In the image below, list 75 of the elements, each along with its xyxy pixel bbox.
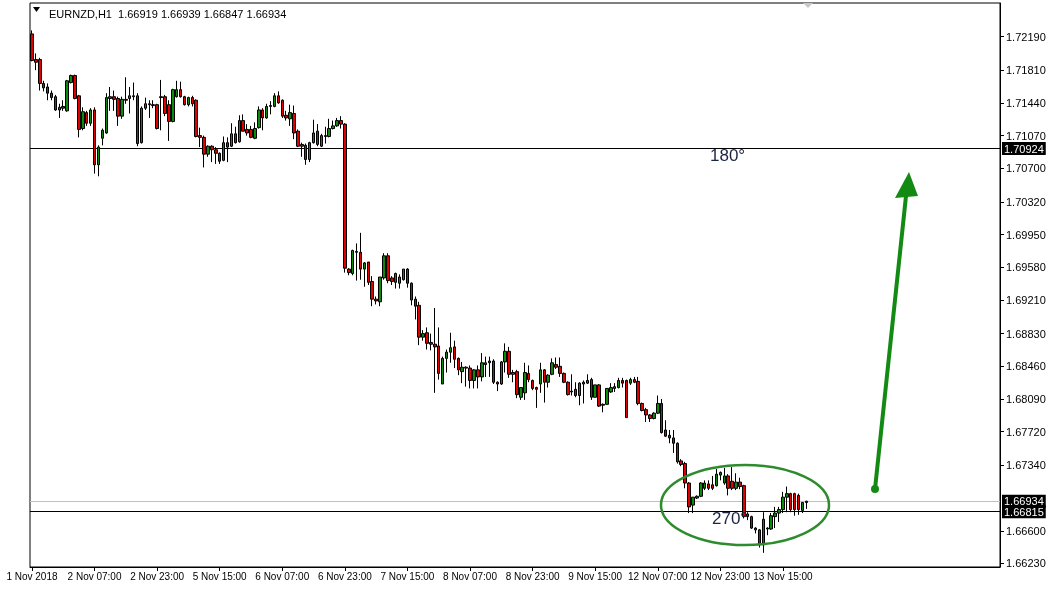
candlestick xyxy=(699,481,703,498)
x-tick-label: 8 Nov 23:00 xyxy=(505,570,560,582)
candlestick xyxy=(468,364,472,389)
candlestick xyxy=(65,79,69,113)
candlestick xyxy=(460,361,464,384)
x-tick-label: 6 Nov 07:00 xyxy=(255,570,310,582)
candlestick xyxy=(159,79,163,131)
candlestick xyxy=(386,252,390,284)
candlestick xyxy=(707,479,710,491)
candlestick xyxy=(394,272,397,290)
candlestick xyxy=(507,346,511,379)
candlestick xyxy=(249,125,253,139)
candlestick xyxy=(433,307,437,394)
candlestick xyxy=(597,383,601,408)
x-tick-label: 5 Nov 15:00 xyxy=(192,570,248,582)
y-tick-label: 1.70700 xyxy=(1006,162,1046,175)
y-tick-label: 1.68830 xyxy=(1006,327,1046,340)
candlestick xyxy=(38,57,42,92)
candlestick xyxy=(85,110,88,127)
candlestick xyxy=(472,368,476,389)
candlestick xyxy=(570,373,573,396)
y-tick-label: 1.66600 xyxy=(1006,524,1046,537)
annotation: 180° xyxy=(710,146,746,166)
x-tick-label: 7 Nov 15:00 xyxy=(380,570,435,582)
candlestick xyxy=(750,515,753,530)
y-tick-label: 1.66230 xyxy=(1006,557,1046,570)
candlestick xyxy=(515,369,519,399)
candlestick xyxy=(805,500,808,510)
candlestick xyxy=(261,107,264,131)
y-tick-label: 1.67340 xyxy=(1006,459,1046,472)
candlestick xyxy=(316,123,319,147)
candlestick xyxy=(425,326,429,351)
x-tick-label: 12 Nov 23:00 xyxy=(690,570,751,582)
y-tick-label: 1.71440 xyxy=(1006,96,1046,109)
y-tick-label: 1.69950 xyxy=(1006,228,1046,241)
candlestick xyxy=(613,382,616,393)
y-tick-label: 1.70320 xyxy=(1006,195,1046,208)
candlestick xyxy=(644,407,648,423)
candlestick xyxy=(578,381,581,406)
candlestick xyxy=(715,468,718,488)
annotation: 270° xyxy=(712,509,748,529)
x-tick-label: 13 Nov 15:00 xyxy=(753,570,814,582)
x-tick-label: 2 Nov 07:00 xyxy=(67,570,122,582)
ref-line-label: 1.66934 xyxy=(1004,495,1044,508)
chart-title: EURNZD,H1 1.66919 1.66939 1.66847 1.66934 xyxy=(49,7,287,20)
candlestick xyxy=(590,377,593,401)
candlestick xyxy=(660,398,663,435)
x-tick-label: 2 Nov 23:00 xyxy=(130,570,185,582)
y-tick-label: 1.67720 xyxy=(1006,425,1046,438)
candlestick xyxy=(617,377,620,389)
candlestick xyxy=(730,466,734,491)
candlestick xyxy=(464,365,468,388)
y-tick-label: 1.68460 xyxy=(1006,360,1046,373)
x-tick-label: 9 Nov 15:00 xyxy=(568,570,623,582)
candlestick xyxy=(148,99,151,119)
candlestick xyxy=(335,117,339,128)
y-tick-label: 1.69580 xyxy=(1006,261,1046,274)
candlestick xyxy=(625,379,628,419)
y-tick-label: 1.68090 xyxy=(1006,393,1046,406)
y-tick-label: 1.71810 xyxy=(1006,64,1046,77)
candlestick xyxy=(523,362,527,401)
y-tick-label: 1.69210 xyxy=(1006,294,1046,307)
candlestick xyxy=(484,356,487,378)
candlestick xyxy=(238,114,241,144)
candlestick xyxy=(550,357,554,376)
ref-line-label: 1.70924 xyxy=(1004,142,1044,155)
x-tick-label: 12 Nov 07:00 xyxy=(628,570,688,582)
ref-line-label: 1.66815 xyxy=(1004,505,1044,518)
x-tick-label: 1 Nov 2018 xyxy=(6,570,58,582)
y-tick-label: 1.71070 xyxy=(1006,129,1046,142)
candlestick xyxy=(187,96,190,107)
candlestick xyxy=(46,82,49,101)
y-tick-label: 1.72190 xyxy=(1006,30,1046,43)
x-tick-label: 6 Nov 23:00 xyxy=(317,570,373,582)
x-tick-label: 8 Nov 07:00 xyxy=(443,570,498,582)
